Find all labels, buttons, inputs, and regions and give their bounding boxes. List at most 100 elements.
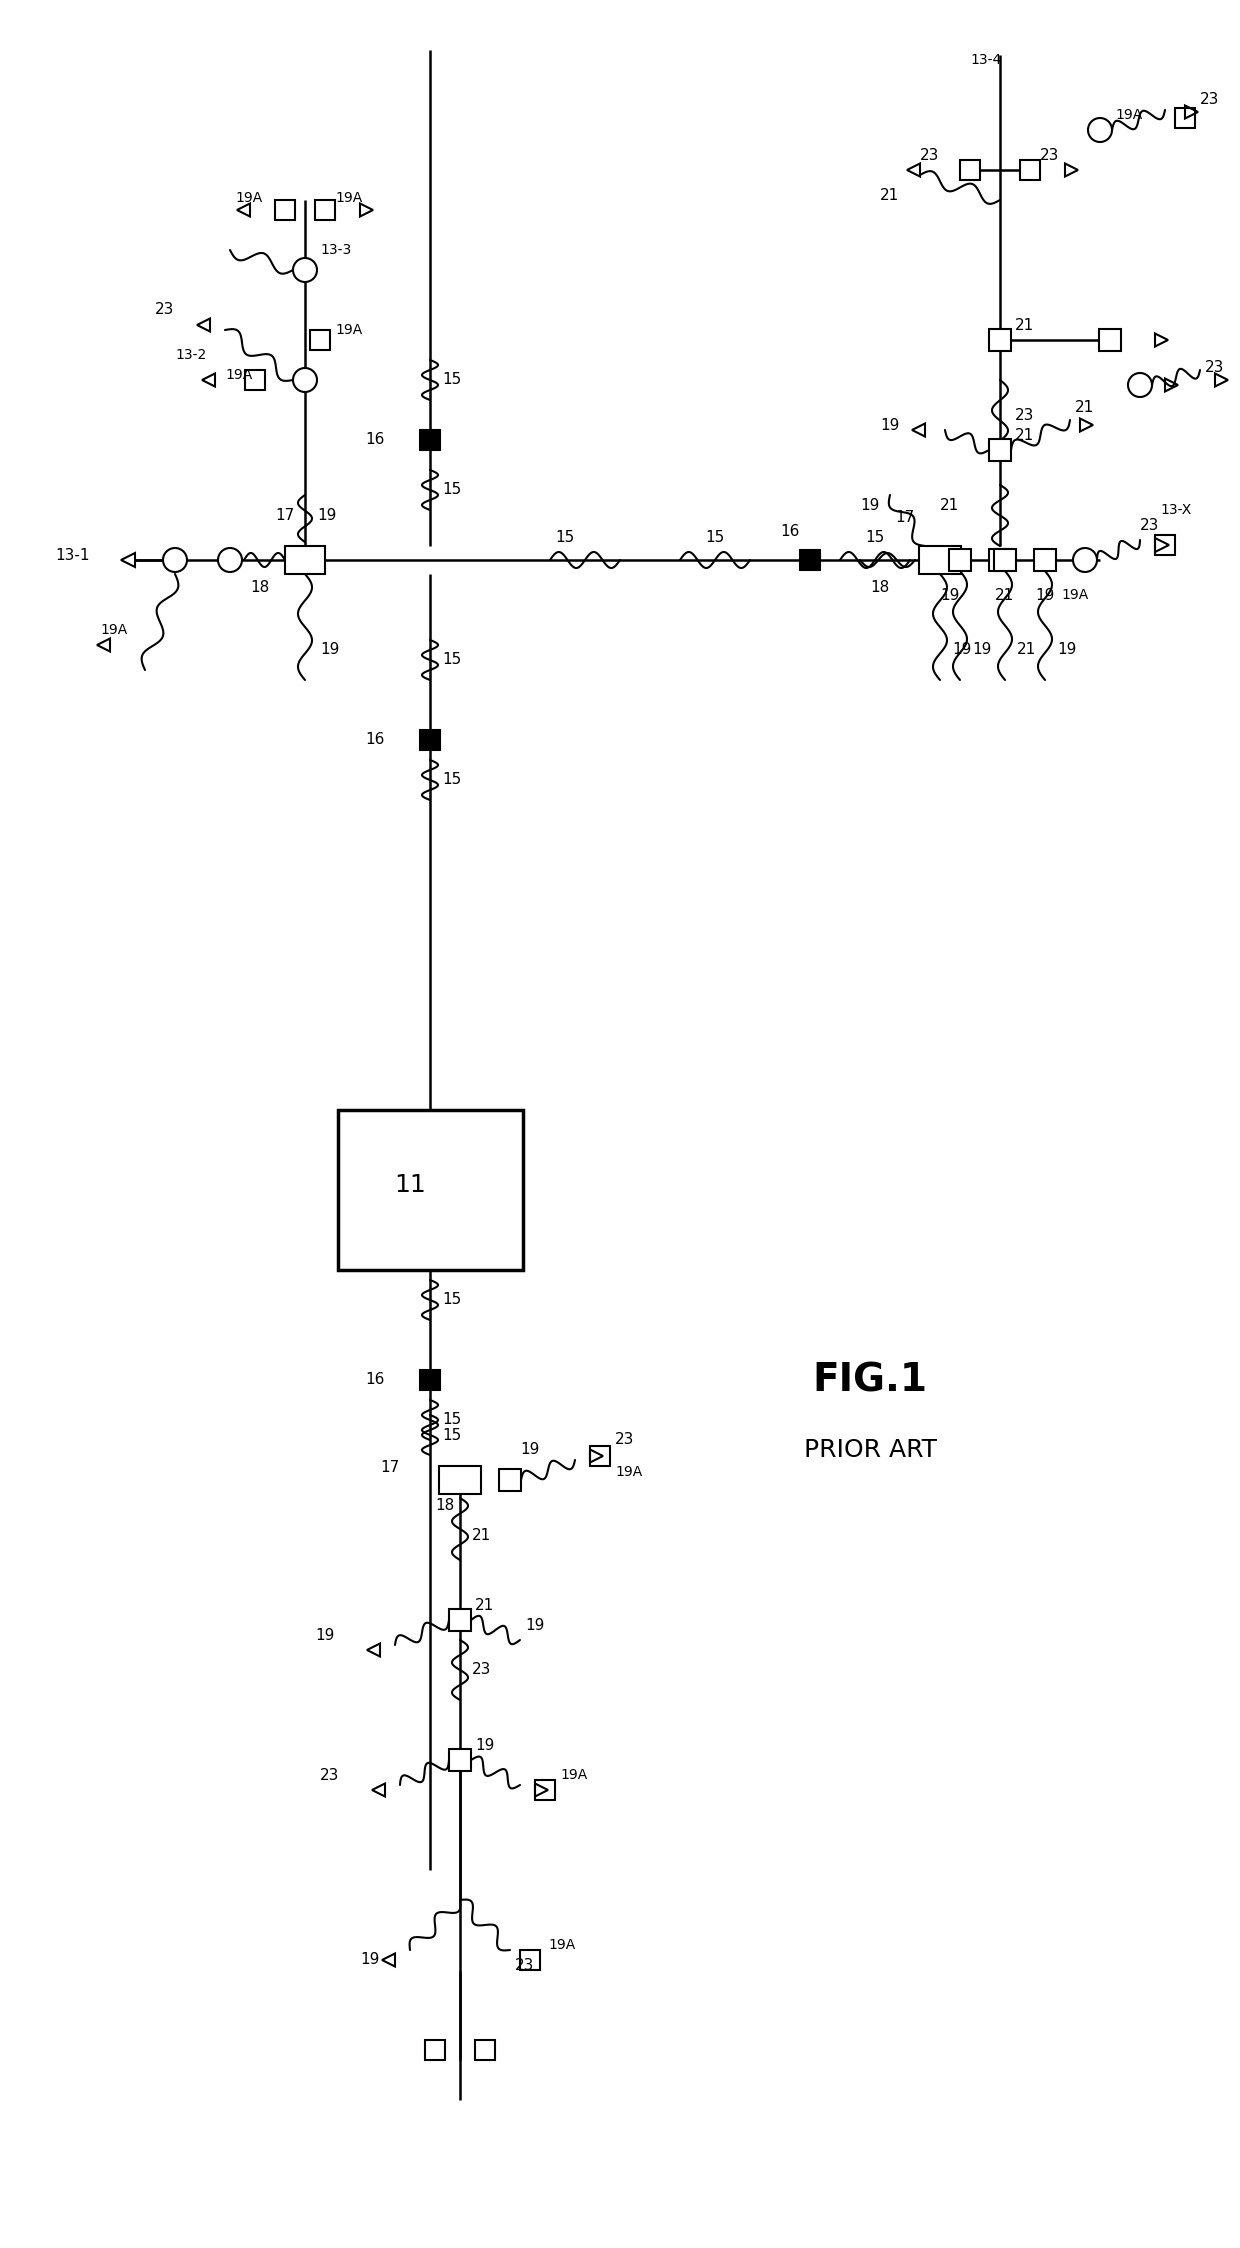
Text: 21: 21 (475, 1598, 495, 1612)
Circle shape (218, 549, 242, 571)
Text: 15: 15 (441, 1412, 461, 1427)
Bar (994, 549, 1016, 571)
Text: 13-1: 13-1 (55, 549, 89, 562)
Bar (449, 1610, 471, 1632)
Bar (520, 1949, 539, 1969)
Bar (337, 1111, 522, 1270)
Circle shape (293, 259, 317, 281)
Bar (919, 546, 961, 573)
Text: 15: 15 (441, 773, 461, 787)
Text: 19: 19 (475, 1738, 495, 1753)
Text: 19: 19 (320, 643, 340, 656)
Text: 21: 21 (1016, 317, 1034, 333)
Text: 21: 21 (1075, 400, 1094, 416)
Text: 15: 15 (706, 531, 724, 546)
Text: 23: 23 (1205, 360, 1224, 375)
Text: 19: 19 (317, 508, 336, 522)
Text: 21: 21 (1016, 427, 1034, 443)
Text: 23: 23 (1040, 148, 1059, 162)
Text: 15: 15 (441, 1427, 461, 1443)
Bar (275, 200, 295, 220)
Bar (449, 1749, 471, 1771)
Text: 16: 16 (780, 524, 800, 540)
Circle shape (1087, 117, 1112, 142)
Text: 21: 21 (880, 187, 899, 202)
Bar (960, 160, 980, 180)
Text: 19: 19 (940, 587, 960, 602)
Text: 17: 17 (275, 508, 295, 522)
Text: 18: 18 (250, 580, 269, 596)
Text: 19: 19 (952, 643, 971, 656)
Text: 15: 15 (556, 531, 574, 546)
Circle shape (162, 549, 187, 571)
Text: 15: 15 (441, 652, 461, 668)
Text: 21: 21 (472, 1526, 491, 1542)
Bar (420, 731, 440, 751)
Text: 19: 19 (861, 497, 879, 513)
Text: 23: 23 (615, 1432, 635, 1448)
Text: 19A: 19A (560, 1767, 588, 1783)
Circle shape (1128, 373, 1152, 398)
Bar (439, 1466, 481, 1495)
Text: 17: 17 (895, 510, 914, 526)
Text: 19A: 19A (335, 324, 362, 337)
Text: 23: 23 (155, 303, 175, 317)
Text: 15: 15 (441, 373, 461, 387)
Text: 19: 19 (315, 1628, 335, 1643)
Text: 23: 23 (1140, 517, 1159, 533)
Text: 23: 23 (1016, 407, 1034, 423)
Text: 19A: 19A (100, 623, 128, 636)
Text: PRIOR ART: PRIOR ART (804, 1439, 936, 1461)
Bar (534, 1780, 556, 1801)
Text: 15: 15 (441, 1293, 461, 1308)
Text: 23: 23 (1200, 92, 1219, 108)
Text: 15: 15 (441, 483, 461, 497)
Text: 19: 19 (880, 418, 899, 432)
Text: 21: 21 (1017, 643, 1037, 656)
Text: 19A: 19A (224, 369, 252, 382)
Text: 19: 19 (1056, 643, 1076, 656)
Bar (949, 549, 971, 571)
Bar (590, 1445, 610, 1466)
Text: 16: 16 (365, 733, 384, 749)
Text: 11: 11 (394, 1173, 425, 1196)
Bar (990, 438, 1011, 461)
Bar (315, 200, 335, 220)
Text: 19A: 19A (236, 191, 262, 205)
Text: 23: 23 (472, 1664, 491, 1677)
Bar (1034, 549, 1056, 571)
Text: 16: 16 (365, 1374, 384, 1387)
Text: 21: 21 (940, 497, 960, 513)
Text: 23: 23 (920, 148, 940, 162)
Text: 19: 19 (360, 1954, 379, 1967)
Bar (420, 429, 440, 450)
Text: 18: 18 (870, 580, 889, 596)
Bar (1099, 328, 1121, 351)
Bar (990, 549, 1011, 571)
Bar (425, 2039, 445, 2059)
Bar (475, 2039, 495, 2059)
Bar (246, 371, 265, 389)
Bar (420, 1369, 440, 1389)
Text: 13-2: 13-2 (175, 348, 206, 362)
Bar (498, 1468, 521, 1490)
Text: 19: 19 (520, 1443, 539, 1457)
Text: 18: 18 (435, 1497, 455, 1513)
Text: FIG.1: FIG.1 (812, 1360, 928, 1398)
Text: 16: 16 (365, 432, 384, 447)
Text: 19A: 19A (615, 1466, 642, 1479)
Text: 19A: 19A (1115, 108, 1142, 121)
Bar (1021, 160, 1040, 180)
Circle shape (1073, 549, 1097, 571)
Text: 19A: 19A (335, 191, 362, 205)
Bar (1154, 535, 1176, 555)
Text: 19: 19 (972, 643, 991, 656)
Text: 19A: 19A (548, 1938, 575, 1951)
Text: 15: 15 (866, 531, 884, 546)
Bar (310, 330, 330, 351)
Text: 23: 23 (515, 1958, 534, 1971)
Circle shape (293, 369, 317, 391)
Text: 23: 23 (320, 1767, 340, 1783)
Text: 13-X: 13-X (1159, 504, 1192, 517)
Bar (285, 546, 325, 573)
